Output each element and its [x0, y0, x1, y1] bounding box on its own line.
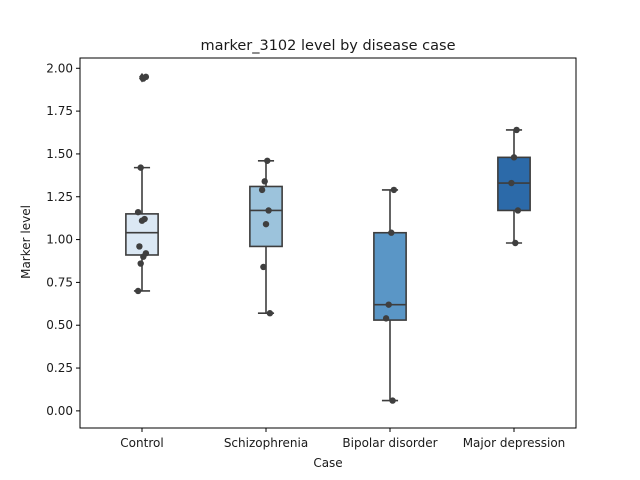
- data-point: [512, 239, 519, 247]
- chart-title: marker_3102 level by disease case: [201, 38, 456, 54]
- data-point: [389, 397, 396, 404]
- data-point: [382, 315, 390, 322]
- data-point: [141, 215, 148, 223]
- data-point: [142, 73, 150, 81]
- data-point: [137, 260, 144, 267]
- data-point: [514, 207, 522, 214]
- data-point: [260, 263, 267, 271]
- y-tick-label: 1.50: [46, 147, 73, 161]
- y-tick-label: 0.25: [46, 361, 73, 375]
- y-tick-label: 1.25: [46, 190, 73, 204]
- y-tick-label: 0.50: [46, 318, 73, 332]
- y-tick-label: 0.75: [46, 275, 73, 289]
- data-point: [264, 157, 271, 164]
- data-point: [136, 243, 143, 250]
- y-tick-label: 2.00: [46, 61, 73, 75]
- data-point: [388, 229, 395, 236]
- data-point: [385, 301, 392, 308]
- data-point: [261, 178, 268, 185]
- data-point: [137, 164, 144, 171]
- data-point: [134, 287, 142, 295]
- data-point: [258, 186, 266, 194]
- data-point: [142, 250, 150, 257]
- box-schizophrenia: [249, 185, 283, 248]
- data-point: [266, 310, 274, 317]
- y-tick-label: 1.00: [46, 233, 73, 247]
- y-axis-label: Marker level: [19, 205, 33, 279]
- data-point: [508, 179, 515, 187]
- data-point: [134, 208, 142, 216]
- y-tick-label: 0.00: [46, 404, 73, 418]
- data-point: [262, 220, 270, 228]
- data-point: [265, 207, 272, 214]
- x-tick-label: Bipolar disorder: [342, 436, 437, 450]
- data-point: [513, 126, 520, 134]
- data-point: [510, 154, 518, 161]
- plot-area-frame: [79, 57, 577, 429]
- x-tick-label: Schizophrenia: [224, 436, 308, 450]
- x-axis-label: Case: [313, 456, 342, 470]
- data-point: [390, 186, 398, 194]
- y-tick-label: 1.75: [46, 104, 73, 118]
- x-tick-label: Control: [120, 436, 163, 450]
- x-tick-label: Major depression: [463, 436, 566, 450]
